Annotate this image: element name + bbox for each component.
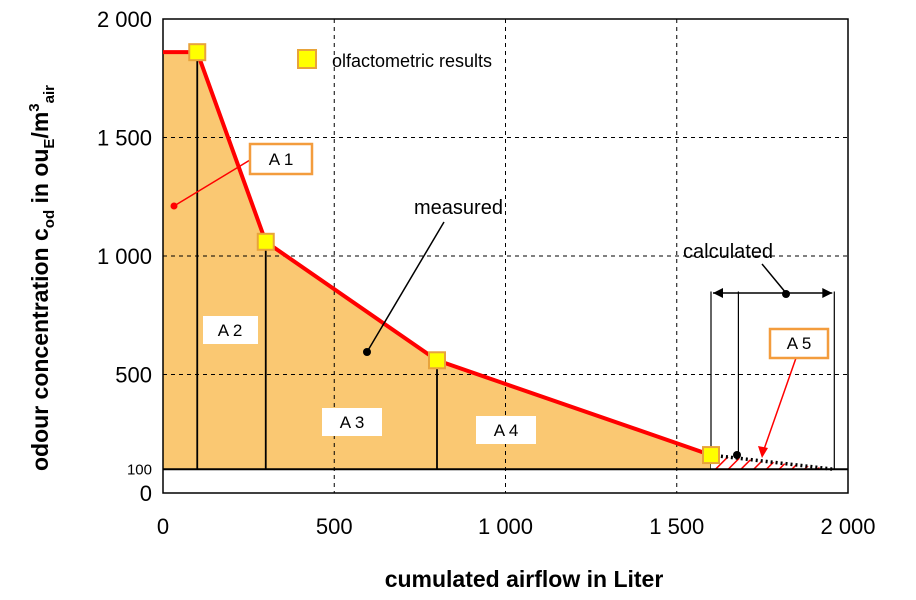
measured-label: measured <box>414 197 503 219</box>
a5-pointer-head <box>758 446 768 458</box>
y-tick-label-0: 0 <box>140 481 152 506</box>
y-tick-label-2: 500 <box>115 363 152 388</box>
svg-text:A 1: A 1 <box>269 150 294 169</box>
x-axis-title: cumulated airflow in Liter <box>385 566 664 592</box>
svg-text:A 5: A 5 <box>787 334 812 353</box>
y-tick-label-4: 1 500 <box>97 126 152 151</box>
svg-text:A 3: A 3 <box>340 413 365 432</box>
olfactometric-point-2 <box>428 351 446 370</box>
calculated-line <box>710 453 835 472</box>
a1-pointer-line <box>173 159 251 207</box>
y-tick-label-1: 100 <box>127 461 152 478</box>
calculated-arrow-right-head <box>822 288 833 298</box>
calculated-arrow-left-head <box>713 288 723 298</box>
area-label-a4: A 4 <box>476 416 536 444</box>
area-label-a3: A 3 <box>322 408 382 436</box>
area-label-a2: A 2 <box>203 316 258 344</box>
legend-marker <box>297 49 317 69</box>
a5-pointer-line <box>761 357 797 456</box>
area-label-a5: A 5 <box>768 327 830 360</box>
x-tick-label-4: 2 000 <box>820 514 875 539</box>
y-tick-label-5: 2 000 <box>97 7 152 32</box>
measured-pointer-dot <box>363 348 371 356</box>
y-tick-label-3: 1 000 <box>97 244 152 269</box>
area-label-a1: A 1 <box>248 142 314 176</box>
measured-pointer-line <box>366 221 445 353</box>
plot-frame <box>162 18 849 494</box>
x-tick-label-1: 500 <box>316 514 353 539</box>
calculated-pointer-line <box>761 263 787 294</box>
olfactometric-point-3 <box>702 446 720 465</box>
legend-label: olfactometric results <box>332 51 492 71</box>
x-tick-label-3: 1 500 <box>649 514 704 539</box>
olfactometric-point-0 <box>188 43 207 62</box>
calculated-area-dot <box>733 451 741 459</box>
y-axis-title: odour concentration cod in ouE/m3air <box>26 85 58 471</box>
svg-text:A 2: A 2 <box>218 321 243 340</box>
measured-area-fill <box>163 52 711 470</box>
calculated-area-hatch <box>711 455 835 470</box>
a1-pointer-dot <box>170 202 178 210</box>
olfactometric-point-1 <box>256 232 275 251</box>
calculated-label: calculated <box>683 241 773 263</box>
x-tick-label-0: 0 <box>157 514 169 539</box>
x-tick-label-2: 1 000 <box>478 514 533 539</box>
svg-text:A 4: A 4 <box>494 421 519 440</box>
calculated-pointer-dot <box>782 290 790 298</box>
